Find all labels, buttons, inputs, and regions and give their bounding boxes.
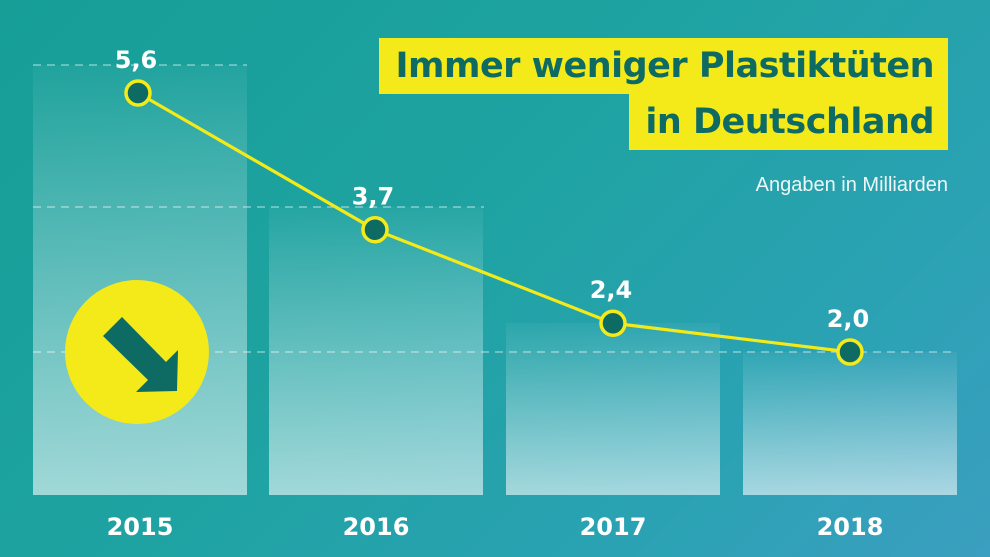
chart-title-line-1: Immer weniger Plastiktüten <box>379 38 948 94</box>
data-label: 2,4 <box>590 276 633 304</box>
data-label: 5,6 <box>115 46 158 74</box>
x-tick-label: 2015 <box>107 513 174 541</box>
data-point <box>599 309 627 337</box>
data-point <box>361 215 389 244</box>
background-bar <box>506 323 720 495</box>
chart-subtitle: Angaben in Milliarden <box>755 174 948 196</box>
chart-title-line-2: in Deutschland <box>629 94 948 150</box>
x-tick-label: 2018 <box>817 513 884 541</box>
arrow-down-right-icon <box>103 317 178 392</box>
trend-badge <box>65 280 209 424</box>
data-point <box>124 79 152 107</box>
data-point <box>836 338 864 366</box>
background-bar <box>269 207 483 495</box>
background-bar <box>743 352 957 495</box>
data-label: 2,0 <box>827 305 870 333</box>
series-line <box>137 91 851 354</box>
x-tick-label: 2017 <box>580 513 647 541</box>
data-label: 3,7 <box>352 183 395 211</box>
x-tick-label: 2016 <box>343 513 410 541</box>
